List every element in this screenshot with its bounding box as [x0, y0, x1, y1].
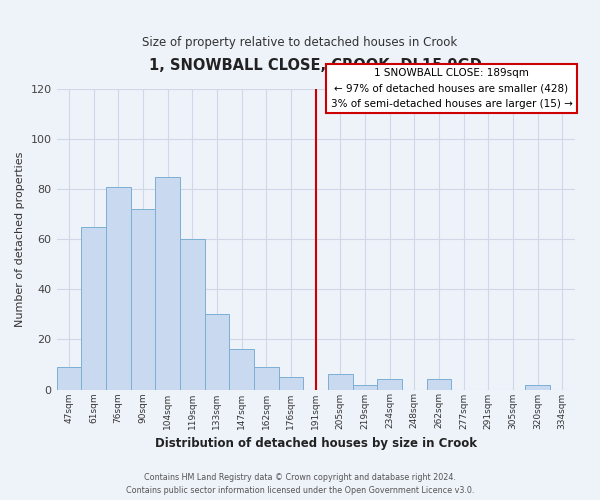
Bar — [56, 367, 81, 390]
Y-axis label: Number of detached properties: Number of detached properties — [15, 152, 25, 327]
Bar — [180, 239, 205, 390]
Bar — [106, 186, 131, 390]
Bar — [427, 380, 451, 390]
Bar — [525, 384, 550, 390]
Text: Size of property relative to detached houses in Crook: Size of property relative to detached ho… — [142, 36, 458, 49]
X-axis label: Distribution of detached houses by size in Crook: Distribution of detached houses by size … — [155, 437, 476, 450]
Bar — [131, 209, 155, 390]
Bar — [205, 314, 229, 390]
Bar — [278, 377, 303, 390]
Bar — [155, 176, 180, 390]
Text: 1 SNOWBALL CLOSE: 189sqm
← 97% of detached houses are smaller (428)
3% of semi-d: 1 SNOWBALL CLOSE: 189sqm ← 97% of detach… — [331, 68, 572, 109]
Bar — [254, 367, 278, 390]
Bar — [353, 384, 377, 390]
Text: Contains HM Land Registry data © Crown copyright and database right 2024.
Contai: Contains HM Land Registry data © Crown c… — [126, 474, 474, 495]
Bar — [229, 350, 254, 390]
Bar — [81, 226, 106, 390]
Bar — [328, 374, 353, 390]
Title: 1, SNOWBALL CLOSE, CROOK, DL15 9GD: 1, SNOWBALL CLOSE, CROOK, DL15 9GD — [149, 58, 482, 72]
Bar — [377, 380, 402, 390]
